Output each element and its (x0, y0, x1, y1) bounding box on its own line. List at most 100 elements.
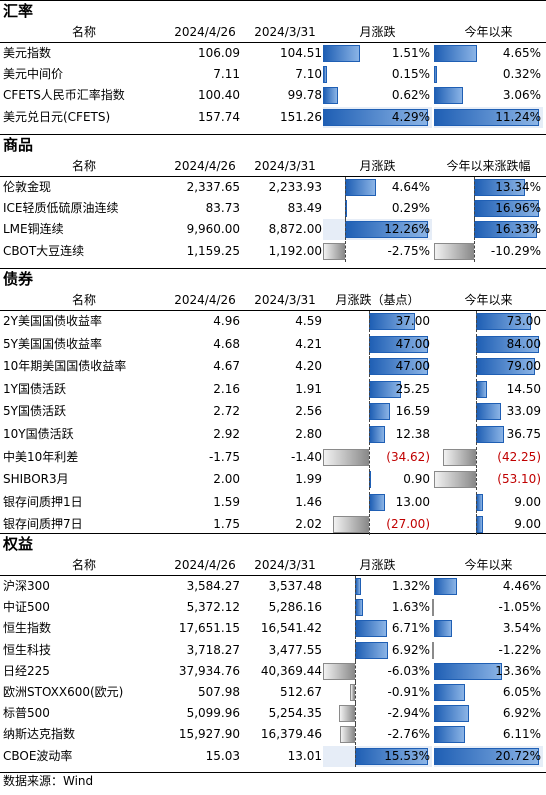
ytd-change-cell: 9.00 (434, 514, 543, 536)
header-row: 名称 2024/4/26 2024/3/31 月涨跌（基点） 今年以来 (0, 290, 546, 311)
ytd-change-axis (474, 198, 475, 220)
monthly-change-axis (369, 333, 370, 355)
ytd-change-axis (474, 240, 475, 262)
ytd-change-value: 4.65% (502, 46, 541, 60)
ytd-change-axis (476, 514, 477, 536)
table-row: CFETS人民币汇率指数 100.40 99.78 0.62% 3.06% (0, 85, 546, 106)
ytd-change-axis (476, 311, 477, 332)
value-previous: 5,254.35 (268, 706, 322, 721)
value-current: 37,934.76 (178, 663, 240, 678)
value-previous: 2,233.93 (268, 180, 322, 194)
row-name: 中美10年利差 (3, 449, 79, 464)
monthly-change-value: 16.59 (395, 404, 430, 419)
monthly-change-bar (339, 705, 355, 723)
ytd-change-value: 33.09 (506, 404, 541, 419)
table-row: 10Y国债活跃 2.92 2.80 12.38 36.75 (0, 424, 546, 445)
column-header: 月涨跌 (359, 159, 396, 173)
monthly-change-value: 25.25 (395, 381, 430, 396)
value-previous: 2.80 (295, 427, 322, 441)
ytd-change-bar (434, 726, 465, 744)
column-header: 月涨跌 (359, 25, 396, 39)
ytd-change-bar (434, 662, 502, 680)
table-row: 银存间质押1日 1.59 1.46 13.00 9.00 (0, 491, 546, 513)
ytd-change-cell: 33.09 (434, 401, 543, 423)
monthly-change-bar (323, 66, 327, 84)
value-previous: -1.40 (290, 449, 322, 464)
monthly-change-cell: 0.29% (323, 198, 432, 220)
value-current: 507.98 (198, 685, 240, 699)
ytd-change-axis (476, 491, 477, 513)
section-title-bond: 债券 (0, 268, 546, 290)
table-row: 日经225 37,934.76 40,369.44 -6.03% 13.36% (0, 660, 546, 682)
column-header: 名称 (71, 293, 96, 307)
ytd-change-axis (476, 424, 477, 445)
monthly-change-value: 13.00 (395, 494, 430, 509)
value-previous: 4.20 (295, 359, 322, 374)
monthly-change-value: 1.63% (391, 600, 430, 615)
row-name: ICE轻质低硫原油连续 (3, 201, 119, 216)
ytd-change-bar (432, 641, 434, 659)
row-name: 纳斯达克指数 (3, 727, 76, 742)
ytd-change-axis (476, 356, 477, 378)
column-header: 2024/3/31 (254, 25, 316, 39)
monthly-change-cell: 47.00 (323, 333, 432, 355)
value-current: 17,651.15 (178, 621, 240, 636)
column-header: 今年以来 (464, 558, 513, 572)
value-current: 1.75 (213, 517, 240, 532)
column-header: 名称 (71, 159, 96, 173)
value-previous: 7.10 (295, 67, 322, 82)
value-previous: 3,537.48 (268, 579, 322, 593)
ytd-change-cell: 14.50 (434, 378, 543, 400)
ytd-change-value: 16.33% (495, 222, 541, 237)
table-row: 纳斯达克指数 15,927.90 16,379.46 -2.76% 6.11% (0, 724, 546, 746)
ytd-change-cell: 4.65% (434, 43, 543, 64)
value-previous: 1,192.00 (268, 243, 322, 258)
ytd-change-axis (476, 378, 477, 400)
row-name: 10年期美国国债收益率 (3, 359, 127, 374)
value-current: 3,718.27 (186, 642, 240, 657)
value-current: 4.96 (213, 314, 240, 328)
row-name: 5Y国债活跃 (3, 404, 66, 419)
ytd-change-bar (434, 45, 478, 62)
monthly-change-bar (355, 641, 388, 659)
value-current: 7.11 (213, 67, 240, 82)
monthly-change-cell: 47.00 (323, 356, 432, 378)
ytd-change-value: 6.11% (502, 727, 541, 742)
value-previous: 2.56 (295, 404, 322, 419)
value-current: 1,159.25 (186, 243, 240, 258)
table-row: 恒生指数 17,651.15 16,541.42 6.71% 3.54% (0, 618, 546, 640)
ytd-change-cell: 73.00 (434, 311, 543, 332)
header-row: 名称 2024/4/26 2024/3/31 月涨跌 今年以来 (0, 555, 546, 576)
ytd-change-axis (476, 333, 477, 355)
monthly-change-value: -2.76% (387, 727, 430, 742)
monthly-change-axis (369, 401, 370, 423)
column-header: 2024/4/26 (174, 558, 236, 572)
monthly-change-cell: 16.59 (323, 401, 432, 423)
ytd-change-bar (476, 516, 483, 534)
value-previous: 40,369.44 (260, 663, 322, 678)
ytd-change-bar (434, 705, 470, 723)
monthly-change-value: 15.53% (384, 748, 430, 763)
table-row: 2Y美国国债收益率 4.96 4.59 37.00 73.00 (0, 311, 546, 332)
ytd-change-value: 11.24% (495, 109, 541, 124)
monthly-change-axis (369, 424, 370, 445)
value-current: 3,584.27 (186, 579, 240, 593)
monthly-change-value: 1.51% (391, 46, 430, 60)
monthly-change-bar (333, 516, 369, 534)
ytd-change-bar (434, 747, 539, 765)
value-current: 9,960.00 (186, 222, 240, 237)
ytd-change-value: -1.05% (498, 600, 541, 615)
table-row: 5Y国债活跃 2.72 2.56 16.59 33.09 (0, 401, 546, 423)
value-current: 5,099.96 (186, 706, 240, 721)
value-current: 4.67 (213, 359, 240, 374)
monthly-change-value: (27.00) (386, 517, 430, 532)
monthly-change-axis (369, 311, 370, 332)
row-name: 10Y国债活跃 (3, 427, 74, 441)
monthly-change-axis (355, 724, 356, 746)
ytd-change-value: 3.54% (502, 621, 541, 636)
table-row: 中证500 5,372.12 5,286.16 1.63% -1.05% (0, 597, 546, 619)
ytd-change-bar (476, 380, 487, 398)
monthly-change-value: 47.00 (395, 359, 430, 374)
monthly-change-cell: 15.53% (323, 745, 432, 767)
value-current: 2.72 (213, 404, 240, 419)
